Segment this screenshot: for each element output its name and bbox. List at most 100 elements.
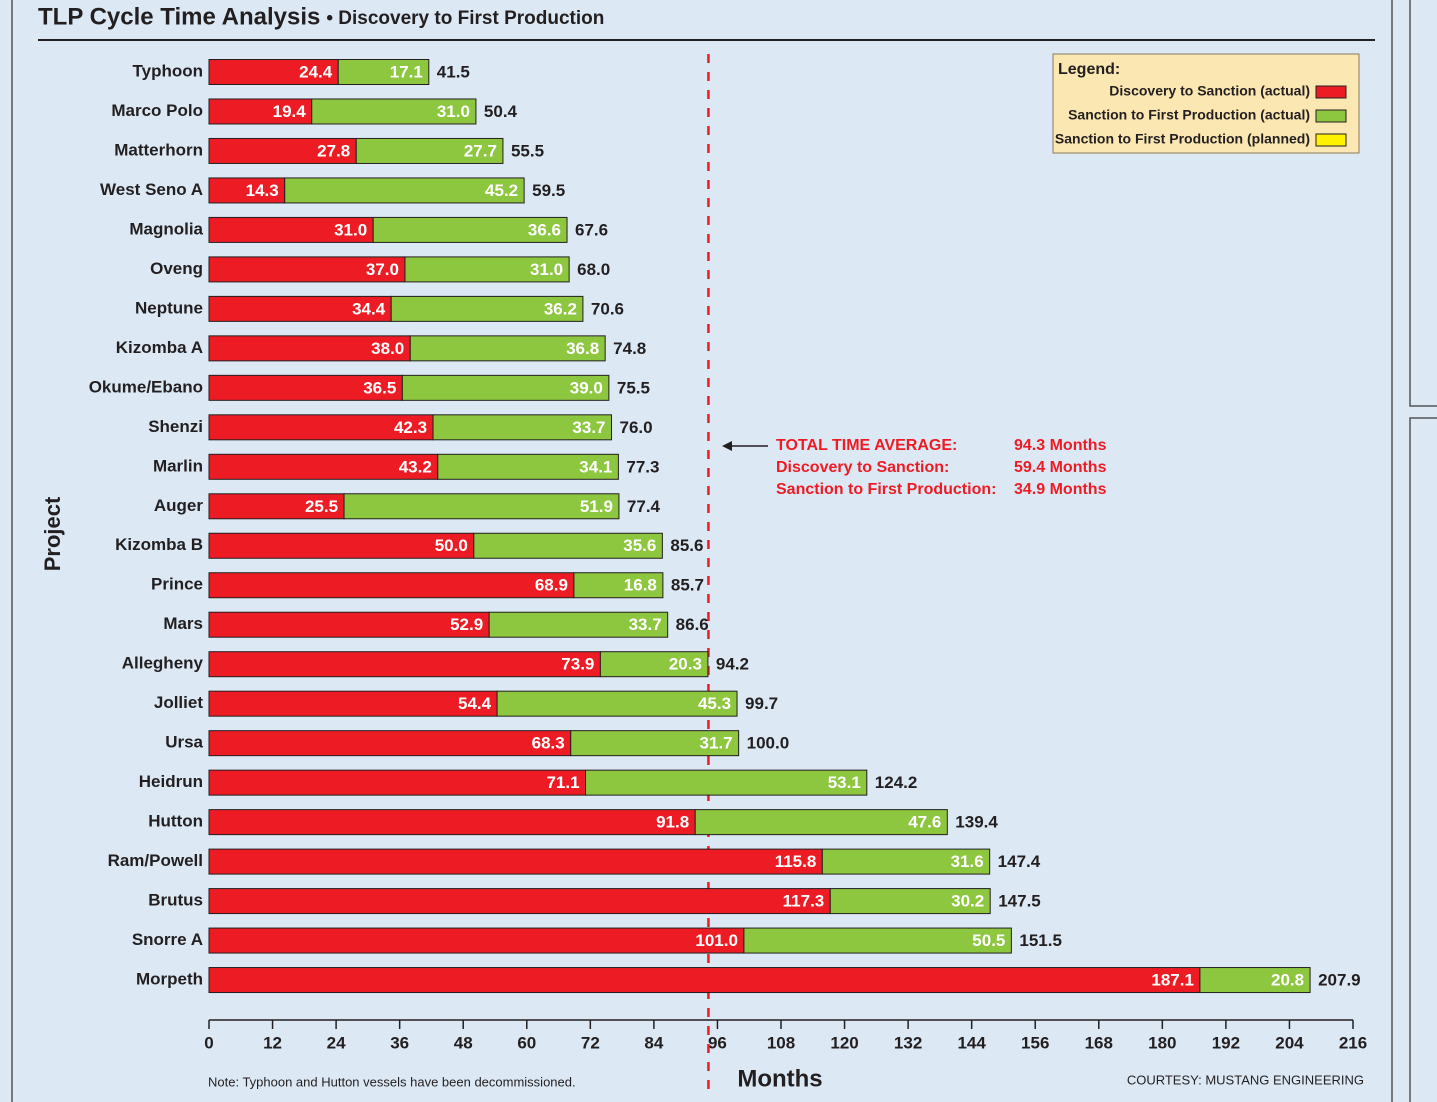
legend-box xyxy=(1052,53,1360,154)
legend-label: Discovery to Sanction (actual) xyxy=(1109,83,1310,99)
legend-label: Sanction to First Production (planned) xyxy=(1055,131,1310,147)
annotation-label: TOTAL TIME AVERAGE: xyxy=(776,437,957,454)
value-label: 117.3 xyxy=(783,892,825,911)
value-label: 16.8 xyxy=(624,576,657,595)
legend-label: Sanction to First Production (actual) xyxy=(1068,107,1310,123)
bar-segment xyxy=(208,809,696,836)
value-label: 50.5 xyxy=(972,931,1005,950)
x-tick-label: 96 xyxy=(708,1033,727,1052)
value-label: 30.2 xyxy=(951,892,984,911)
total-label: 85.6 xyxy=(670,536,703,555)
legend-swatch xyxy=(1315,133,1347,147)
annotation-arrowhead xyxy=(722,441,732,451)
value-label: 71.1 xyxy=(546,773,579,792)
y-tick-label: Snorre A xyxy=(132,930,203,949)
value-label: 27.7 xyxy=(464,141,497,160)
y-tick-label: Morpeth xyxy=(136,970,203,989)
x-tick-label: 120 xyxy=(830,1033,858,1052)
value-label: 50.0 xyxy=(435,536,468,555)
value-label: 43.2 xyxy=(399,457,432,476)
y-tick-label: Jolliet xyxy=(154,693,203,712)
value-label: 36.5 xyxy=(363,378,396,397)
y-tick-label: Oveng xyxy=(150,259,203,278)
total-label: 59.5 xyxy=(532,181,565,200)
annotation-value: 59.4 Months xyxy=(1014,459,1107,476)
value-label: 39.0 xyxy=(570,378,603,397)
value-label: 36.2 xyxy=(544,299,577,318)
bar-segment xyxy=(829,888,991,915)
value-label: 33.7 xyxy=(572,418,605,437)
value-label: 68.3 xyxy=(532,734,565,753)
x-tick-label: 204 xyxy=(1275,1033,1304,1052)
total-label: 99.7 xyxy=(745,694,778,713)
value-label: 34.4 xyxy=(352,299,386,318)
x-tick-label: 216 xyxy=(1339,1033,1367,1052)
bar-segment xyxy=(473,532,663,559)
total-label: 94.2 xyxy=(716,655,749,674)
bar-segment xyxy=(401,374,610,401)
value-label: 17.1 xyxy=(390,62,423,81)
y-tick-label: Prince xyxy=(151,575,203,594)
y-tick-label: Hutton xyxy=(148,812,203,831)
total-label: 75.5 xyxy=(617,378,650,397)
bar-segment xyxy=(208,927,745,954)
value-label: 36.6 xyxy=(528,220,561,239)
value-label: 35.6 xyxy=(623,536,656,555)
x-tick-label: 156 xyxy=(1021,1033,1049,1052)
note: Note: Typhoon and Hutton vessels have be… xyxy=(208,1074,576,1089)
chart-subtitle: • Discovery to First Production xyxy=(326,8,604,29)
legend-swatch xyxy=(1315,109,1347,123)
bar-segment xyxy=(573,572,664,599)
x-tick-label: 36 xyxy=(390,1033,409,1052)
bar-segment xyxy=(208,730,572,757)
total-label: 147.5 xyxy=(998,892,1041,911)
value-label: 31.6 xyxy=(951,852,984,871)
x-tick-label: 192 xyxy=(1212,1033,1240,1052)
y-tick-label: Allegheny xyxy=(122,654,204,673)
bar-segment xyxy=(208,374,403,401)
bar-segment xyxy=(570,730,740,757)
bar-segment xyxy=(488,611,669,638)
total-label: 86.6 xyxy=(676,615,709,634)
y-tick-label: Kizomba B xyxy=(115,535,203,554)
bar-segment xyxy=(585,769,868,796)
bar-segment xyxy=(343,493,620,520)
y-tick-label: Heidrun xyxy=(139,772,203,791)
y-tick-label: Ram/Powell xyxy=(108,851,203,870)
bar-segment xyxy=(208,177,286,204)
value-label: 19.4 xyxy=(273,102,307,121)
total-label: 124.2 xyxy=(875,773,918,792)
bar-segment xyxy=(208,690,498,717)
y-tick-label: Marlin xyxy=(153,456,203,475)
value-label: 51.9 xyxy=(580,497,613,516)
value-label: 25.5 xyxy=(305,497,338,516)
y-tick-label: Marco Polo xyxy=(111,101,203,120)
value-label: 24.4 xyxy=(299,62,333,81)
bar-segment xyxy=(404,256,570,283)
x-tick-label: 84 xyxy=(644,1033,663,1052)
y-tick-label: Auger xyxy=(154,496,204,515)
value-label: 101.0 xyxy=(695,931,738,950)
bar-segment xyxy=(208,137,357,164)
credit: COURTESY: MUSTANG ENGINEERING xyxy=(1127,1072,1364,1087)
value-label: 34.1 xyxy=(579,457,612,476)
value-label: 14.3 xyxy=(246,181,279,200)
value-label: 91.8 xyxy=(656,813,689,832)
bar-segment xyxy=(599,651,709,678)
x-tick-label: 144 xyxy=(957,1033,986,1052)
total-label: 139.4 xyxy=(955,813,998,832)
total-label: 207.9 xyxy=(1318,971,1361,990)
value-label: 31.0 xyxy=(334,220,367,239)
bar-segment xyxy=(496,690,738,717)
x-tick-label: 168 xyxy=(1085,1033,1113,1052)
bar-segment xyxy=(437,453,619,480)
adjacent-panel xyxy=(1409,417,1437,1102)
bar-segment xyxy=(208,414,434,441)
x-tick-label: 180 xyxy=(1148,1033,1176,1052)
value-label: 115.8 xyxy=(775,852,817,871)
value-label: 38.0 xyxy=(371,339,404,358)
adjacent-panel xyxy=(1409,0,1437,407)
bar-segment xyxy=(208,335,411,362)
